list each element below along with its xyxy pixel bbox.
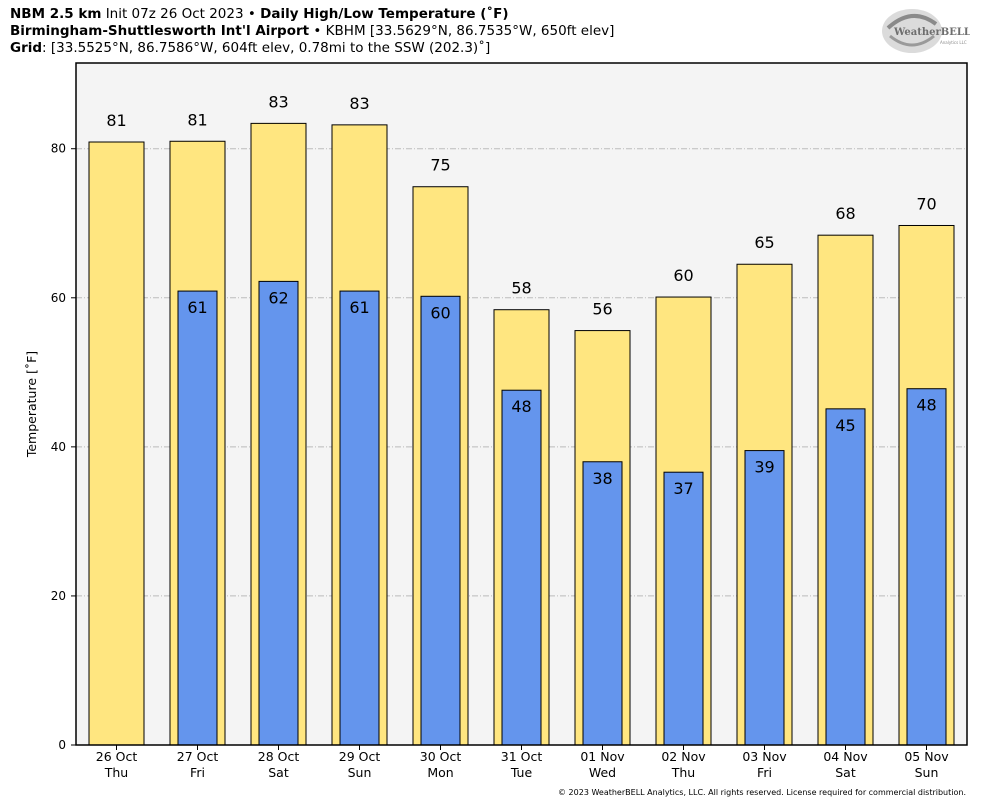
high-temp-label: 56 [592,300,612,319]
separator: • [247,6,256,22]
grid-label: Grid [10,40,43,56]
low-temp-bar [501,389,542,746]
low-temp-label: 45 [835,416,855,435]
high-temp-label: 83 [268,92,288,111]
low-temp-bar [825,408,866,746]
x-tick-label-date: 29 Oct [339,749,381,764]
header-line-3: Grid: [33.5525°N, 86.7586°W, 604ft elev,… [10,40,490,57]
high-temp-label: 70 [916,194,936,213]
low-temp-label: 60 [430,303,450,322]
x-tick-label-weekday: Thu [671,765,695,780]
low-temp-bar [258,280,299,746]
low-temp-bar [339,290,380,746]
x-tick-label-date: 30 Oct [420,749,462,764]
low-temp-bar [177,290,218,746]
low-temp-bar [582,461,623,746]
y-tick-label: 60 [51,291,66,305]
low-temp-bar [906,388,947,746]
svg-text:Analytics LLC: Analytics LLC [940,40,967,45]
svg-text:WeatherBELL: WeatherBELL [893,27,970,38]
product-title: Daily High/Low Temperature (˚F) [260,6,509,22]
x-tick-label-date: 01 Nov [580,749,625,764]
weatherbell-logo: WeatherBELL Analytics LLC [882,9,970,53]
x-tick-label-date: 05 Nov [904,749,949,764]
x-tick-label-date: 26 Oct [96,749,138,764]
high-temp-label: 68 [835,204,855,223]
low-temp-label: 61 [349,298,369,317]
x-tick-label-weekday: Wed [589,765,616,780]
high-temp-label: 58 [511,279,531,298]
high-temp-label: 81 [106,111,126,130]
separator: • [313,23,322,39]
y-axis-label: Temperature [˚F] [24,351,39,458]
init-time: Init 07z 26 Oct 2023 [105,6,244,22]
low-temp-label: 39 [754,458,774,477]
header-line-2: Birmingham-Shuttlesworth Int'l Airport •… [10,23,614,40]
x-tick-label-date: 03 Nov [742,749,787,764]
site-details: KBHM [33.5629°N, 86.7535°W, 650ft elev] [325,23,615,39]
high-temp-label: 60 [673,266,693,285]
x-tick-label-weekday: Sun [915,765,939,780]
high-temp-label: 83 [349,94,369,113]
low-temp-label: 62 [268,288,288,307]
high-temp-label: 65 [754,233,774,252]
x-tick-label-weekday: Thu [104,765,128,780]
low-temp-bar [744,450,785,746]
low-temp-bar [663,471,704,746]
data-labels: 81 81 61 83 62 83 61 75 60 58 48 56 38 60 37 65 39 68 45 70… [106,92,936,498]
x-tick-label-weekday: Sat [268,765,289,780]
x-tick-label-weekday: Sun [348,765,372,780]
model-name: NBM 2.5 km [10,6,102,22]
copyright-notice: © 2023 WeatherBELL Analytics, LLC. All r… [558,788,966,797]
low-temp-label: 61 [187,298,207,317]
grid-details: : [33.5525°N, 86.7586°W, 604ft elev, 0.7… [42,40,491,56]
high-temp-label: 75 [430,156,450,175]
site-name: Birmingham-Shuttlesworth Int'l Airport [10,23,310,39]
y-tick-label: 40 [51,440,66,454]
low-temp-bar [420,295,461,746]
x-tick-label-weekday: Fri [190,765,205,780]
bars [88,122,955,746]
x-tick-label-date: 31 Oct [501,749,543,764]
x-tick-label-weekday: Fri [757,765,772,780]
low-temp-label: 48 [511,397,531,416]
high-temp-label: 81 [187,110,207,129]
y-tick-label: 20 [51,589,66,603]
x-tick-label-weekday: Sat [835,765,856,780]
x-tick-label-weekday: Tue [510,765,533,780]
header-line-1: NBM 2.5 km Init 07z 26 Oct 2023 • Daily … [10,6,509,23]
x-tick-label-date: 27 Oct [177,749,219,764]
y-tick-label: 80 [51,142,66,156]
y-tick-label: 0 [58,738,66,752]
x-tick-label-date: 28 Oct [258,749,300,764]
low-temp-label: 38 [592,469,612,488]
low-temp-label: 37 [673,479,693,498]
low-temp-label: 48 [916,396,936,415]
x-tick-label-date: 02 Nov [661,749,706,764]
x-tick-label-weekday: Mon [427,765,453,780]
x-tick-label-date: 04 Nov [823,749,868,764]
high-temp-bar [88,141,145,746]
